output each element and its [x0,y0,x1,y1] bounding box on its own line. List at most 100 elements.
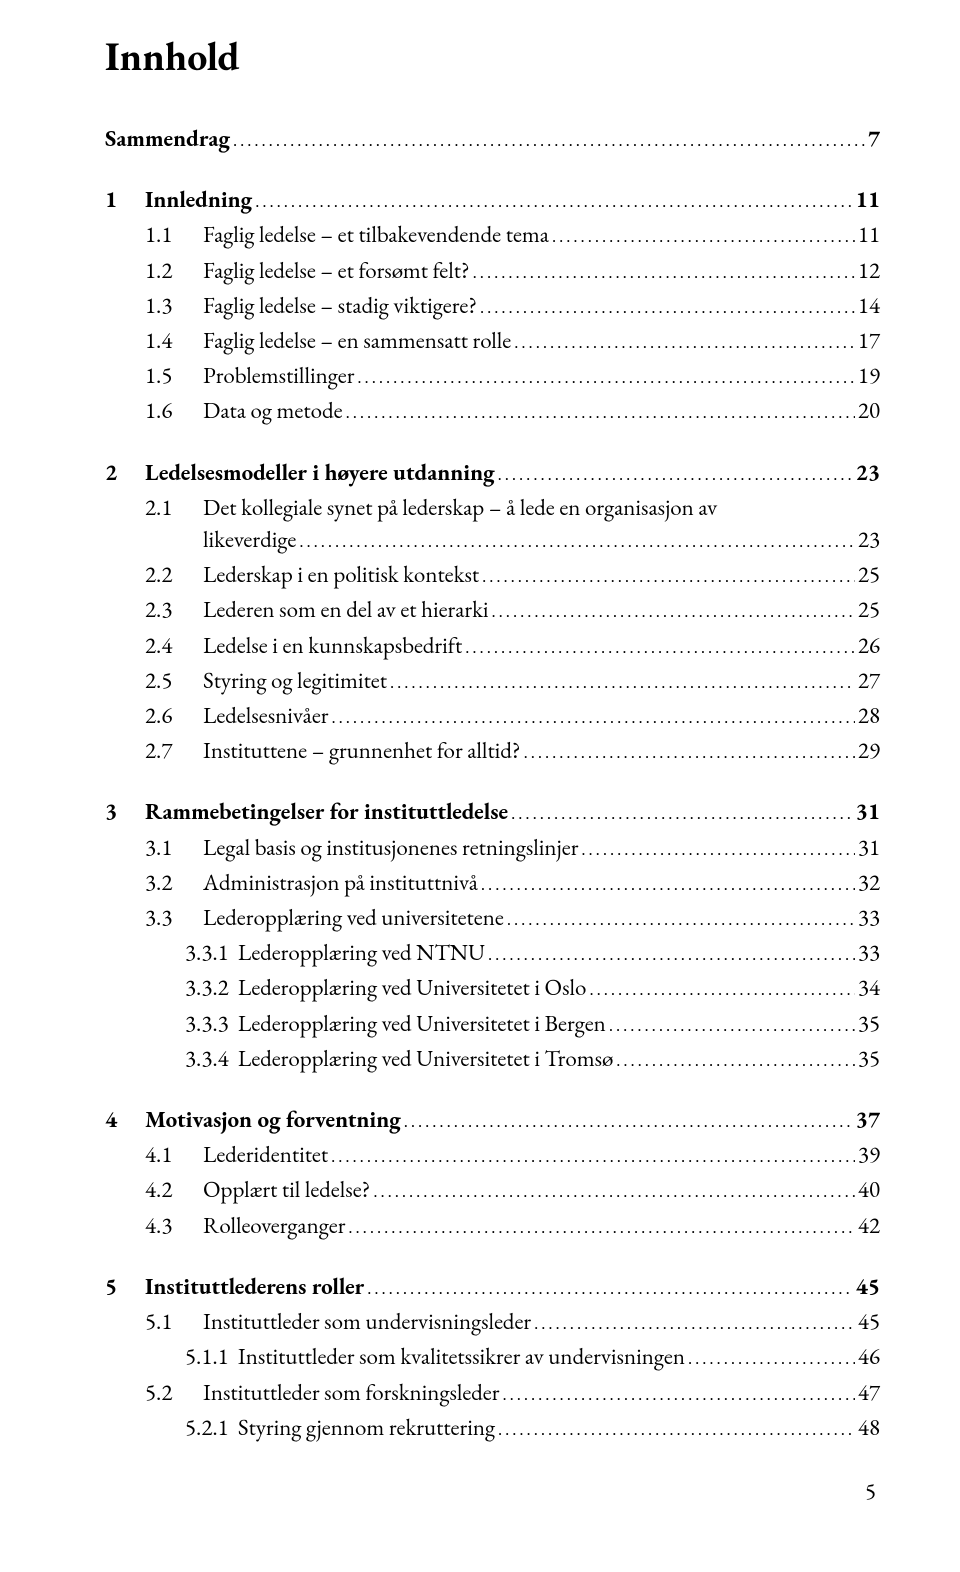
toc-dots: ........................................… [482,561,855,593]
toc-page-number: 27 [858,664,880,696]
toc-dots: ........................................… [514,327,855,359]
toc-entry[interactable]: 3.3.1 Lederopplæring ved NTNU...........… [105,936,880,971]
toc-entry[interactable]: 1.5Problemstillinger....................… [105,359,880,394]
toc-label: likeverdige [105,523,296,555]
toc-label: 3.1Legal basis og institusjonenes retnin… [105,831,578,863]
toc-dots: ........................................… [498,1414,855,1446]
toc-label: 2.4Ledelse i en kunnskapsbedrift [105,629,462,661]
toc-entry[interactable]: 3.3.2 Lederopplæring ved Universitetet i… [105,971,880,1006]
toc-label: 1.3Faglig ledelse – stadig viktigere? [105,289,477,321]
toc-entry[interactable]: 1.3Faglig ledelse – stadig viktigere?...… [105,289,880,324]
toc-page-number: 45 [856,1270,880,1302]
toc-entry[interactable]: 3Rammebetingelser for instituttledelse..… [105,795,880,830]
toc-page-number: 20 [858,394,880,426]
toc-entry[interactable]: 5Instituttlederens roller...............… [105,1270,880,1305]
toc-dots: ........................................… [473,257,855,289]
toc-page-number: 37 [856,1103,880,1135]
toc-page-number: 28 [858,699,880,731]
page-number: 5 [105,1476,880,1506]
toc-label: 3.3.4 Lederopplæring ved Universitetet i… [105,1042,613,1074]
toc-entry[interactable]: 5.2.1 Styring gjennom rekruttering......… [105,1411,880,1446]
toc-entry[interactable]: 2.1Det kollegiale synet på lederskap – å… [105,491,880,523]
toc-gap [105,1077,880,1103]
toc-dots: ........................................… [581,834,855,866]
toc-entry[interactable]: 5.1.1 Instituttleder som kvalitetssikrer… [105,1340,880,1375]
toc-page-number: 29 [858,734,880,766]
toc-dots: ........................................… [255,186,852,218]
toc-page-number: 33 [858,936,880,968]
toc-label: 3Rammebetingelser for instituttledelse [105,795,508,827]
toc-dots: ........................................… [357,362,854,394]
toc-label: 1Innledning [105,183,252,215]
toc-entry[interactable]: 4.2Opplært til ledelse?.................… [105,1173,880,1208]
toc-dots: ........................................… [481,869,855,901]
toc-gap [105,157,880,183]
toc-page-number: 7 [868,122,880,154]
toc-dots: ........................................… [348,1212,855,1244]
toc-page-number: 33 [858,901,880,933]
toc-dots: ........................................… [331,702,854,734]
toc-entry[interactable]: 1Innledning.............................… [105,183,880,218]
toc-entry[interactable]: 4.1Lederidentitet.......................… [105,1138,880,1173]
toc-container: Sammendrag..............................… [105,122,880,1446]
toc-entry[interactable]: 3.2Administrasjon på instituttnivå......… [105,866,880,901]
toc-page-number: 40 [858,1173,880,1205]
toc-gap [105,1244,880,1270]
toc-label: 2.2Lederskap i en politisk kontekst [105,558,479,590]
toc-entry[interactable]: 3.3.4 Lederopplæring ved Universitetet i… [105,1042,880,1077]
toc-page-number: 32 [858,866,880,898]
toc-entry[interactable]: 1.1Faglig ledelse – et tilbakevendende t… [105,218,880,253]
toc-dots: ........................................… [480,292,855,324]
toc-entry[interactable]: 4Motivasjon og forventning..............… [105,1103,880,1138]
toc-dots: ........................................… [492,596,855,628]
toc-page-number: 11 [856,183,880,215]
toc-page-number: 47 [858,1376,880,1408]
toc-page-number: 46 [858,1340,880,1372]
toc-dots: ........................................… [552,221,855,253]
toc-label: 2.6Ledelsesnivåer [105,699,328,731]
toc-entry[interactable]: 3.1Legal basis og institusjonenes retnin… [105,831,880,866]
toc-entry[interactable]: 2.4Ledelse i en kunnskapsbedrift........… [105,629,880,664]
toc-dots: ........................................… [498,459,853,491]
toc-dots: ........................................… [534,1308,855,1340]
toc-label: Sammendrag [105,122,230,154]
toc-dots: ........................................… [373,1176,855,1208]
toc-entry[interactable]: 3.3Lederopplæring ved universitetene....… [105,901,880,936]
toc-entry[interactable]: 2.6Ledelsesnivåer.......................… [105,699,880,734]
toc-label: 2.7Instituttene – grunnenhet for alltid? [105,734,521,766]
toc-page-number: 48 [858,1411,880,1443]
toc-dots: ........................................… [331,1141,855,1173]
page-title: Innhold [105,30,880,82]
toc-page-number: 23 [858,523,880,555]
toc-entry[interactable]: 1.4Faglig ledelse – en sammensatt rolle.… [105,324,880,359]
toc-dots: ........................................… [688,1343,855,1375]
toc-entry[interactable]: 5.1Instituttleder som undervisningsleder… [105,1305,880,1340]
toc-page-number: 25 [858,558,880,590]
toc-entry[interactable]: likeverdige.............................… [105,523,880,558]
toc-entry[interactable]: 2.7Instituttene – grunnenhet for alltid?… [105,734,880,769]
toc-page-number: 12 [858,254,880,286]
toc-label: 5.1.1 Instituttleder som kvalitetssikrer… [105,1340,685,1372]
toc-dots: ........................................… [233,125,865,157]
toc-entry[interactable]: 4.3Rolleoverganger......................… [105,1209,880,1244]
toc-entry[interactable]: 2Ledelsesmodeller i høyere utdanning....… [105,456,880,491]
toc-entry[interactable]: 1.6Data og metode.......................… [105,394,880,429]
toc-entry[interactable]: 2.3Lederen som en del av et hierarki....… [105,593,880,628]
toc-entry[interactable]: 2.5Styring og legitimitet...............… [105,664,880,699]
toc-label: 2Ledelsesmodeller i høyere utdanning [105,456,495,488]
toc-dots: ........................................… [589,974,854,1006]
toc-entry[interactable]: 2.2Lederskap i en politisk kontekst.....… [105,558,880,593]
toc-dots: ........................................… [465,632,855,664]
toc-dots: ........................................… [367,1273,852,1305]
toc-gap [105,769,880,795]
toc-dots: ........................................… [524,737,855,769]
toc-page-number: 19 [858,359,880,391]
toc-entry[interactable]: 5.2Instituttleder som forskningsleder...… [105,1376,880,1411]
toc-entry[interactable]: 1.2Faglig ledelse – et forsømt felt?....… [105,254,880,289]
toc-dots: ........................................… [346,397,855,429]
toc-page-number: 35 [858,1007,880,1039]
toc-label: 2.3Lederen som en del av et hierarki [105,593,489,625]
toc-entry[interactable]: Sammendrag..............................… [105,122,880,157]
toc-gap [105,430,880,456]
toc-entry[interactable]: 3.3.3 Lederopplæring ved Universitetet i… [105,1007,880,1042]
